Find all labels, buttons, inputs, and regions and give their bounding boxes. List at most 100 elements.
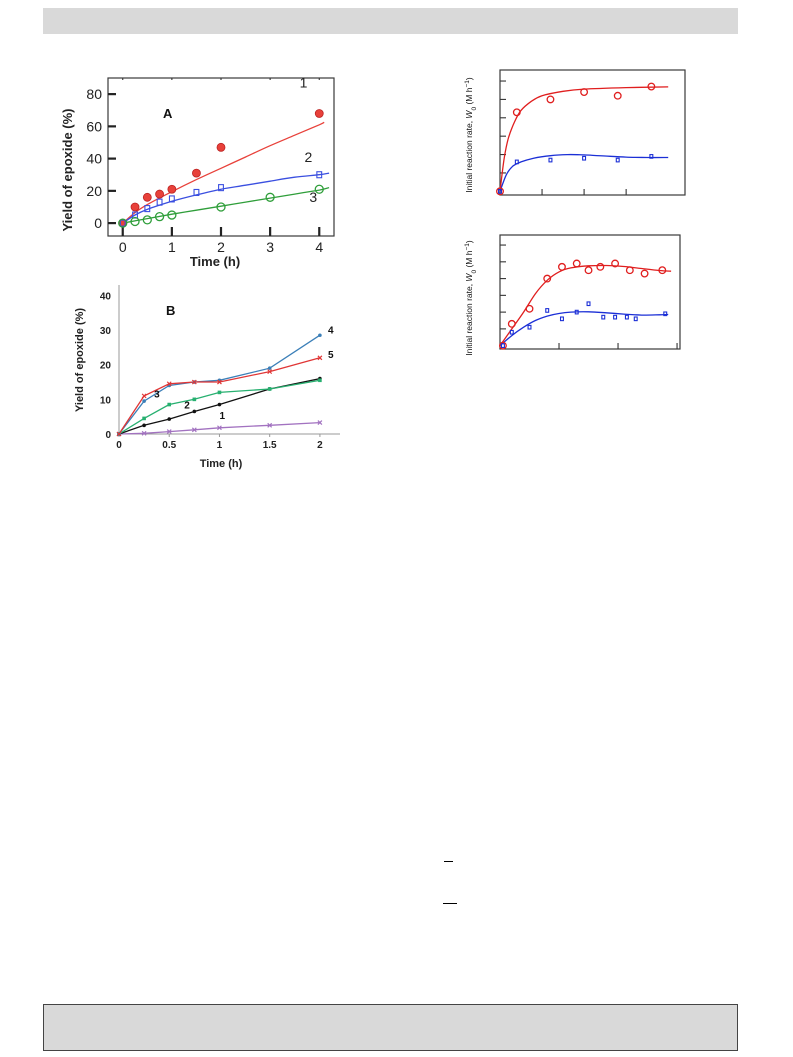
data-point-d-blue [613,314,618,320]
panel-label-a: A [163,106,173,121]
data-point-c-red [512,108,521,117]
fit-line-d-red [499,264,672,346]
data-point-a-1 [216,142,226,152]
x-tick-label-b: 0 [116,440,122,451]
x-tick-label-b: 1.5 [263,440,277,451]
series-label-a-1: 1 [300,75,308,91]
series-label-b-4: 4 [328,326,334,337]
data-point-c-blue [498,188,502,194]
data-point-d-red [625,266,634,275]
data-point-b-5 [166,381,172,387]
x-axis-label-b: Time (h) [200,458,243,470]
y-axis-label-d: Initial reaction rate, W0 (M h−1) [464,240,478,356]
y-tick-label-a: 40 [86,151,102,167]
data-point-a-2 [218,184,224,192]
x-tick-label-a: 4 [315,239,323,255]
data-point-c-red [647,82,656,91]
data-point-b-3 [267,387,272,391]
rule-long [443,903,457,904]
data-point-d-red [558,262,566,271]
data-point-d-red [572,259,581,268]
data-point-a-1 [167,184,177,194]
data-point-c-blue [649,154,654,159]
data-point-d-red [640,269,649,278]
data-point-a-2 [144,205,151,213]
data-point-b-1 [191,427,197,433]
data-point-a-2 [156,198,163,206]
data-point-b-4 [318,333,322,338]
y-tick-label-a: 0 [94,215,102,231]
data-point-b-1 [317,420,323,425]
fit-line-a-3 [122,186,330,224]
data-point-c-blue [615,157,620,163]
x-tick-label-b: 1 [217,440,223,451]
data-point-c-red [546,95,555,104]
fit-line-a-1 [122,121,325,224]
data-point-b-3 [142,416,146,421]
data-point-b-5 [116,431,122,437]
data-point-d-red [507,319,516,328]
data-point-a-3 [130,216,140,227]
series-label-b-1: 1 [219,411,225,422]
data-point-d-blue [545,308,550,313]
data-point-a-1 [130,202,140,212]
data-point-b-5 [141,393,147,399]
data-point-c-blue [548,157,553,163]
series-label-a-3: 3 [309,189,317,205]
data-point-a-3 [142,215,152,225]
data-point-c-red [496,187,504,196]
data-point-d-blue [586,301,591,307]
data-point-b-2 [217,402,222,407]
x-tick-label-a: 3 [266,239,274,255]
data-point-d-blue [633,316,638,322]
data-point-b-1 [217,425,222,431]
data-point-a-3 [167,210,177,220]
data-point-b-2 [192,409,197,414]
data-point-d-blue [559,316,564,322]
series-line-b-3 [118,379,321,435]
data-point-b-4 [142,399,146,403]
data-point-a-3 [265,192,275,202]
y-tick-label-a: 80 [86,86,102,102]
data-point-a-3 [118,218,128,228]
y-tick-label-b: 30 [100,326,112,337]
data-point-d-blue [574,309,579,315]
data-point-d-blue [663,311,668,317]
data-point-b-5 [267,369,273,375]
data-point-d-blue [624,314,629,320]
fit-line-d-blue [499,311,669,347]
data-point-b-5 [191,379,197,385]
data-point-b-5 [317,355,323,361]
data-point-d-blue [527,324,532,330]
series-label-a-2: 2 [305,149,313,165]
data-point-d-red [525,304,534,313]
data-point-d-red [584,266,593,275]
x-tick-label-a: 2 [217,239,225,255]
y-axis-label-c: Initial reaction rate, W0 (M h−1) [464,77,478,193]
data-point-b-1 [166,429,172,434]
data-point-c-blue [582,155,587,161]
chart-d: Initial reaction rate, W0 (M h−1) [464,234,681,356]
fit-line-a-2 [122,172,330,224]
rule-short [444,861,453,862]
data-point-b-5 [217,379,222,385]
y-tick-label-b: 10 [100,395,112,406]
y-axis-label-a: Yield of epoxide (%) [60,108,75,231]
data-point-c-blue [514,159,519,165]
x-axis-label-a: Time (h) [190,254,240,269]
y-tick-label-b: 20 [100,361,112,372]
data-point-d-blue [500,343,505,348]
chart-c: Initial reaction rate, W0 (M h−1) [464,69,686,196]
panel-label-b: B [166,303,175,318]
fit-line-c-blue [499,153,669,192]
data-point-b-2 [167,417,172,421]
series-label-b-3: 3 [154,390,160,401]
data-point-a-1 [192,168,201,178]
data-point-b-3 [167,402,172,407]
data-point-a-1 [142,192,152,202]
data-point-b-1 [267,422,273,428]
data-point-a-3 [314,184,324,194]
data-point-a-2 [316,171,323,179]
data-point-c-red [580,88,589,97]
